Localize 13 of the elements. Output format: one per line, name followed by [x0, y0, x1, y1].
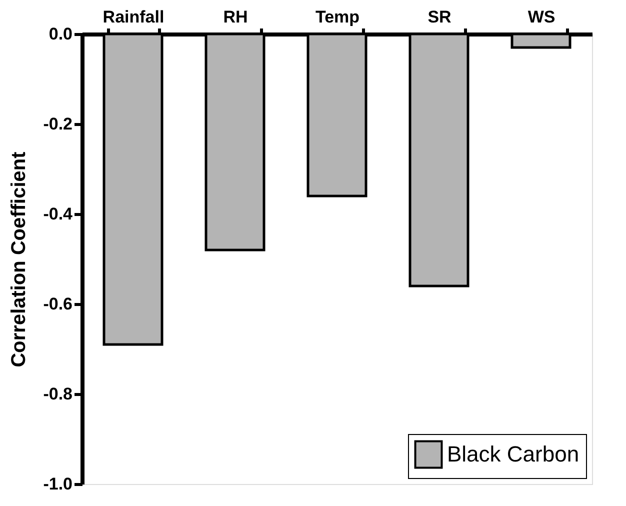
y-axis-title: Correlation Coefficient [8, 151, 30, 368]
y-tick-label: -1.0 [43, 474, 72, 494]
x-tick-label: SR [428, 8, 452, 26]
x-tick-label: Temp [315, 8, 360, 26]
y-tick-label: -0.6 [43, 294, 72, 314]
y-tick-label: -0.2 [43, 114, 72, 134]
x-tick-label: Rainfall [102, 8, 164, 26]
y-tick-label: -0.8 [43, 384, 72, 404]
y-tick-label: -0.4 [43, 204, 74, 224]
x-tick-label: WS [528, 8, 556, 26]
legend-label: Black Carbon [447, 442, 580, 466]
y-tick-label: 0.0 [48, 24, 72, 44]
x-tick-label: RH [223, 8, 248, 26]
